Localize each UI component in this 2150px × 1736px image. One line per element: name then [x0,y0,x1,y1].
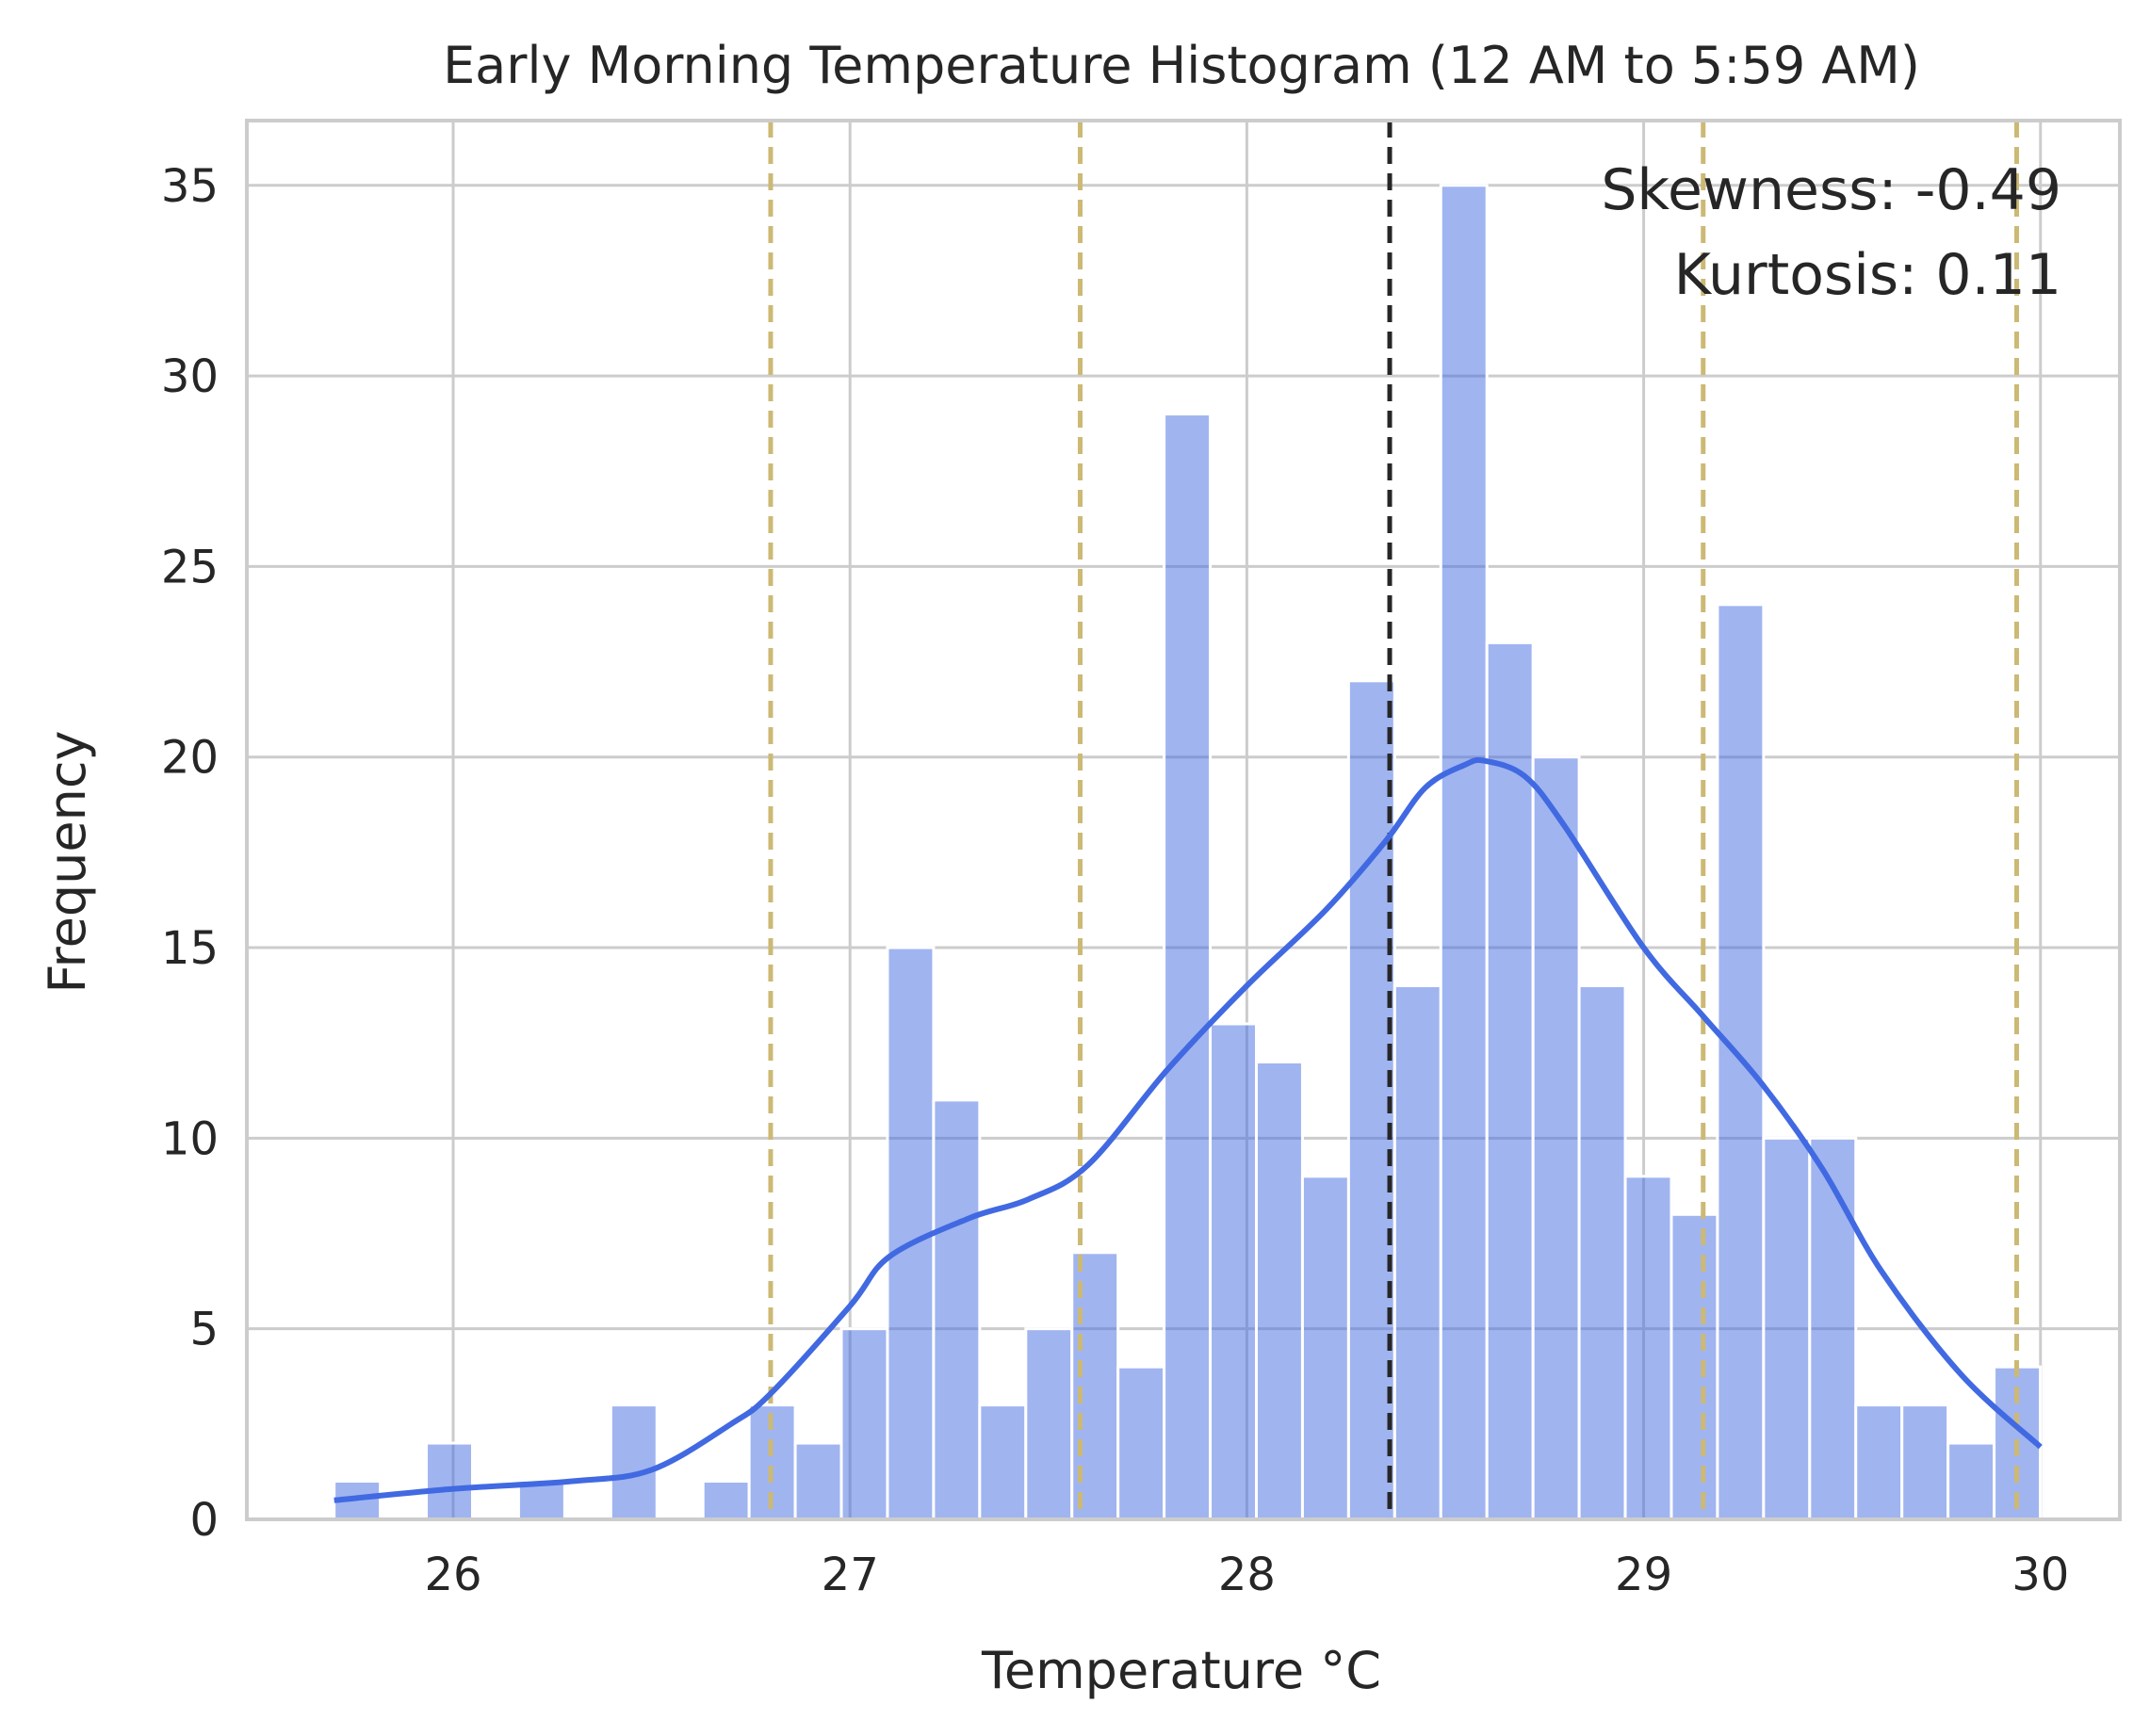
histogram-bar [793,1441,843,1521]
histogram-bar [1024,1327,1074,1521]
histogram-bar [839,1327,889,1521]
histogram-bar [1623,1175,1673,1521]
histogram-bar [425,1441,474,1521]
histogram-bars [333,184,2043,1521]
kurtosis-annotation: Kurtosis: 0.11 [1674,242,2061,308]
histogram-bar [1485,641,1535,1521]
y-tick-label: 20 [161,732,219,785]
kde-curve [334,756,2043,1503]
x-tick-label: 28 [1218,1549,1276,1601]
histogram-bar [932,1098,982,1521]
histogram-bar [1946,1441,1996,1521]
chart-title: Early Morning Temperature Histogram (12 … [443,36,1920,95]
x-axis-label: Temperature °C [981,1641,1381,1700]
kde-line [334,756,2043,1503]
x-tick-labels: 26 27 28 29 30 [424,1549,2069,1601]
histogram-bar [1254,1060,1304,1521]
x-tick-label: 30 [2012,1549,2069,1601]
y-tick-label: 30 [161,350,219,403]
x-tick-label: 26 [424,1549,481,1601]
histogram-bar [1531,755,1581,1521]
plot-frame [245,119,2122,1521]
histogram-bar [1577,984,1627,1521]
y-axis-label: Frequency [38,731,97,994]
y-tick-label: 10 [161,1112,219,1165]
histogram-bar [978,1403,1028,1521]
histogram-bar [1393,984,1442,1521]
y-tick-label: 35 [161,160,219,213]
y-tick-label: 0 [189,1494,219,1547]
y-tick-label: 5 [189,1304,219,1356]
histogram-bar [1209,1022,1258,1521]
histogram-bar [1762,1136,1812,1521]
x-tick-label: 27 [822,1549,879,1601]
x-tick-label: 29 [1615,1549,1672,1601]
histogram-bar [1808,1136,1858,1521]
histogram-bar [1163,413,1213,1521]
histogram-bar [701,1480,751,1521]
histogram-bar [1900,1403,1950,1521]
y-tick-label: 25 [161,541,219,593]
skewness-annotation: Skewness: -0.49 [1601,157,2061,223]
histogram-bar [1439,184,1489,1521]
y-tick-label: 15 [161,922,219,975]
histogram-bar [1854,1403,1904,1521]
histogram-bar [1670,1212,1719,1521]
histogram-bar [609,1403,659,1521]
histogram-bar [1116,1365,1166,1521]
y-tick-labels: 0 5 10 15 20 25 30 35 [161,160,219,1547]
reference-lines [768,121,2019,1519]
histogram-bar [1300,1175,1350,1521]
